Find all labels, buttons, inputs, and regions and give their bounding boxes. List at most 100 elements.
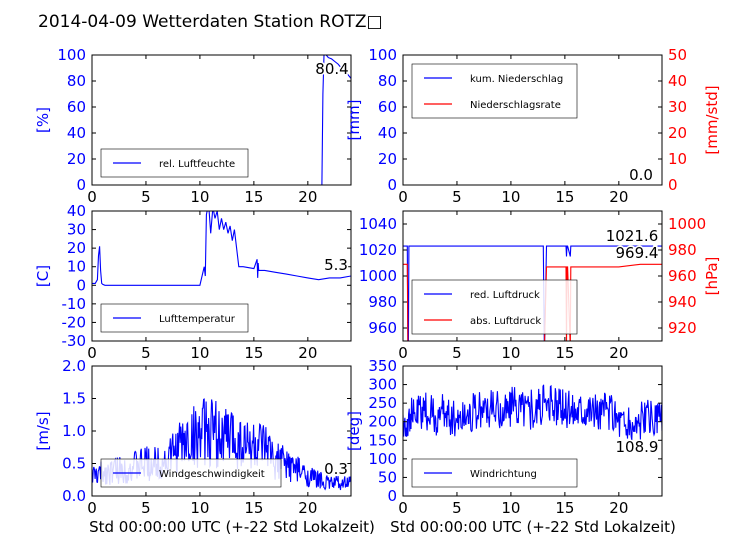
x-tick-label: 15 — [244, 499, 263, 517]
x-tick-label: 20 — [298, 499, 317, 517]
series-line-windgeschwindigkeit — [92, 398, 351, 491]
y-tick-label: 0 — [387, 487, 397, 505]
y-tick-label: 0.0 — [62, 487, 86, 505]
y-tick-label: 40 — [378, 124, 397, 142]
legend-entry-label: rel. Luftfeuchte — [159, 159, 235, 170]
y2-tick-label: 0 — [668, 176, 678, 194]
x-tick-label: 0 — [87, 499, 97, 517]
y-tick-label: 0 — [387, 176, 397, 194]
value-annotation: 969.4 — [616, 244, 659, 262]
legend: Windgeschwindigkeit — [100, 458, 282, 488]
y-axis-label: [%] — [34, 107, 52, 133]
plot-frame — [91, 54, 352, 186]
series-line-rel-luftfeuchte — [92, 55, 351, 185]
panel-temperature: 0 5 10 15 20-30-20-10010203040[C]Lufttempera… — [34, 202, 352, 362]
panel-pressure: 0 5 10 15 20 960 980 1000 1020 1040 920 940 960 980 10… — [359, 210, 721, 362]
y-tick-label: 100 — [368, 450, 397, 468]
x-axis-label-left: Std 00:00:00 UTC (+-22 Std Lokalzeit) — [89, 518, 375, 536]
legend: Lufttemperatur — [100, 303, 249, 333]
series-line-windrichtung — [403, 384, 662, 441]
legend: red. Luftdruck abs. Luftdruck — [411, 279, 578, 335]
y-tick-label: 20 — [378, 150, 397, 168]
series-line-lufttemperatur — [92, 211, 351, 286]
series-line-abs-luftdruck — [403, 263, 662, 341]
series-group — [92, 398, 351, 491]
y-axis-label: [m/s] — [34, 411, 52, 450]
y-tick-label: 1020 — [359, 241, 397, 259]
legend-entry-label: abs. Luftdruck — [470, 316, 541, 327]
y2-tick-label: 920 — [668, 319, 697, 337]
y-tick-label: 960 — [368, 319, 397, 337]
x-tick-label: 10 — [501, 188, 520, 206]
legend: rel. Luftfeuchte — [100, 148, 249, 178]
y-tick-label: 80 — [378, 72, 397, 90]
x-tick-label: 10 — [190, 188, 209, 206]
x-tick-label: 10 — [501, 344, 520, 362]
y-tick-label: 150 — [368, 431, 397, 449]
x-tick-label: 10 — [190, 344, 209, 362]
y-tick-label: 350 — [368, 357, 397, 375]
y-tick-label: 50 — [378, 468, 397, 486]
y-tick-label: 1040 — [359, 215, 397, 233]
x-tick-label: 0 — [398, 499, 408, 517]
plot-frame — [402, 365, 663, 497]
y-tick-label: 100 — [368, 46, 397, 64]
x-axis-label-right: Std 00:00:00 UTC (+-22 Std Lokalzeit) — [390, 518, 676, 536]
x-tick-label: 15 — [244, 344, 263, 362]
y-tick-label: 80 — [67, 72, 86, 90]
x-tick-label: 5 — [141, 344, 151, 362]
y-axis-label: [deg] — [345, 411, 363, 451]
y-tick-label: 2.0 — [62, 357, 86, 375]
y-tick-label: 1000 — [359, 267, 397, 285]
series-group — [92, 211, 351, 286]
y2-tick-label: 40 — [668, 72, 687, 90]
legend-entry-label: Windgeschwindigkeit — [159, 469, 265, 480]
figure-title: 2014-04-09 Wetterdaten Station ROTZ□ — [38, 12, 383, 32]
series-group — [92, 55, 351, 185]
y2-tick-label: 1000 — [668, 215, 706, 233]
legend-box — [411, 279, 578, 335]
x-tick-label: 20 — [609, 188, 628, 206]
y-tick-label: -10 — [62, 295, 87, 313]
plot-frame — [402, 54, 663, 186]
legend-entry-label: red. Luftdruck — [470, 290, 540, 301]
y2-axis-label: [hPa] — [703, 257, 721, 296]
value-annotation: 0.0 — [629, 166, 653, 184]
y-tick-label: 980 — [368, 293, 397, 311]
y-tick-label: 40 — [67, 202, 86, 220]
y-tick-label: 250 — [368, 394, 397, 412]
value-annotation: 0.3 — [324, 460, 348, 478]
x-tick-label: 5 — [141, 499, 151, 517]
y2-tick-label: 960 — [668, 267, 697, 285]
x-tick-label: 5 — [452, 188, 462, 206]
y-tick-label: 1.5 — [62, 390, 86, 408]
x-tick-label: 20 — [609, 344, 628, 362]
x-tick-label: 10 — [501, 499, 520, 517]
y-tick-label: 0 — [76, 276, 86, 294]
x-tick-label: 15 — [555, 499, 574, 517]
x-tick-label: 15 — [555, 188, 574, 206]
y-tick-label: 20 — [67, 150, 86, 168]
value-annotation: 108.9 — [616, 438, 659, 456]
y-axis-label: [C] — [34, 265, 52, 287]
x-tick-label: 20 — [609, 499, 628, 517]
value-annotation: 0.0 — [629, 166, 653, 184]
legend: Windrichtung — [411, 458, 578, 488]
legend: kum. Niederschlag Niederschlagsrate — [411, 63, 578, 119]
x-tick-label: 20 — [298, 344, 317, 362]
series-group — [403, 245, 662, 341]
value-annotation: 80.4 — [315, 60, 348, 78]
y2-tick-label: 30 — [668, 98, 687, 116]
x-tick-label: 0 — [87, 188, 97, 206]
plot-frame — [91, 210, 352, 342]
y-tick-label: -30 — [62, 332, 87, 350]
y-tick-label: 200 — [368, 413, 397, 431]
legend-entry-label: Niederschlagsrate — [470, 100, 561, 111]
y-tick-label: 10 — [67, 258, 86, 276]
legend-box — [411, 63, 578, 119]
y-tick-label: 100 — [57, 46, 86, 64]
y-tick-label: 0 — [76, 176, 86, 194]
y-tick-label: -20 — [62, 313, 87, 331]
